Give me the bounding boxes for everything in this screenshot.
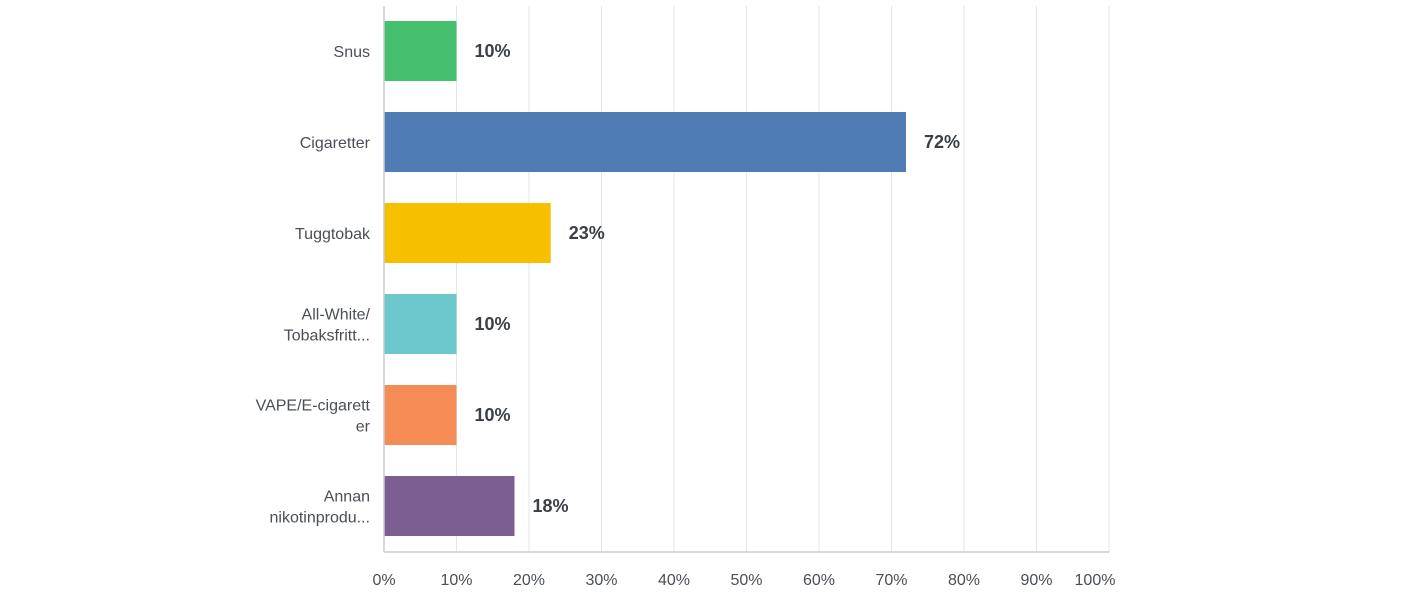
category-label: Tuggtobak xyxy=(295,226,371,243)
value-label: 10% xyxy=(475,314,511,334)
bar-3 xyxy=(384,294,457,354)
x-tick-label: 70% xyxy=(875,572,907,589)
x-tick-label: 30% xyxy=(585,572,617,589)
bar-4 xyxy=(384,385,457,445)
value-label: 23% xyxy=(569,223,605,243)
x-tick-label: 80% xyxy=(948,572,980,589)
category-label: er xyxy=(356,419,371,436)
category-label: Snus xyxy=(334,44,370,61)
category-label: Annan xyxy=(324,489,370,506)
x-tick-label: 50% xyxy=(730,572,762,589)
x-tick-label: 90% xyxy=(1020,572,1052,589)
gridlines xyxy=(456,6,1110,552)
x-tick-label: 100% xyxy=(1075,572,1116,589)
bar-2 xyxy=(384,203,551,263)
x-tick-label: 20% xyxy=(513,572,545,589)
x-tick-label: 60% xyxy=(803,572,835,589)
value-label: 10% xyxy=(475,41,511,61)
x-tick-label: 40% xyxy=(658,572,690,589)
bar-5 xyxy=(384,476,515,536)
category-label: VAPE/E-cigarett xyxy=(256,398,371,415)
category-label: Tobaksfritt... xyxy=(284,328,370,345)
category-label: nikotinprodu... xyxy=(269,510,370,527)
x-tick-label: 0% xyxy=(372,572,395,589)
axes xyxy=(383,6,1109,553)
x-tick-label: 10% xyxy=(440,572,472,589)
category-label: All-White/ xyxy=(302,307,371,324)
labels: 0% 10% 20% 30% 40% 50% 60% 70% 80% 90% 100% 10% Snus… xyxy=(256,41,1116,589)
value-label: 10% xyxy=(475,405,511,425)
bar-1 xyxy=(384,112,906,172)
value-label: 72% xyxy=(924,132,960,152)
category-label: Cigaretter xyxy=(300,135,371,152)
value-label: 18% xyxy=(533,496,569,516)
bar-0 xyxy=(384,21,457,81)
bars xyxy=(384,21,906,536)
